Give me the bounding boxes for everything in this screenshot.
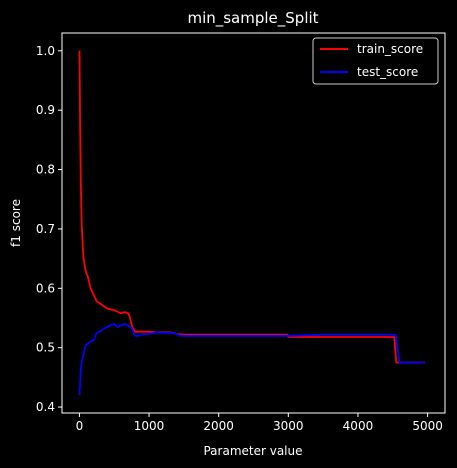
y-axis-label: f1 score bbox=[9, 199, 23, 247]
x-tick-label: 5000 bbox=[412, 419, 443, 433]
series-line-train-score bbox=[78, 50, 425, 364]
x-tick-label: 2000 bbox=[203, 419, 234, 433]
y-tick-label: 1.0 bbox=[36, 44, 55, 58]
series-line-test-score bbox=[78, 322, 425, 396]
y-tick-label: 0.9 bbox=[36, 103, 55, 117]
y-tick-label: 0.5 bbox=[36, 341, 55, 355]
y-tick-label: 0.4 bbox=[36, 400, 55, 414]
y-tick-label: 0.7 bbox=[36, 222, 55, 236]
plot-frame bbox=[61, 32, 446, 414]
x-tick-label: 3000 bbox=[273, 419, 304, 433]
y-tick-label: 0.6 bbox=[36, 281, 55, 295]
chart-title: min_sample_Split bbox=[187, 9, 318, 28]
x-axis-label: Parameter value bbox=[203, 444, 302, 458]
series-lines bbox=[78, 50, 425, 396]
y-tick-label: 0.8 bbox=[36, 163, 55, 177]
legend-label-train-score: train_score bbox=[357, 42, 423, 56]
x-tick-label: 0 bbox=[76, 419, 84, 433]
ticks: 0 1000 2000 3000 4000 5000 0.4 0.5 0.6 0.7 0.8 0.9 1… bbox=[36, 44, 443, 433]
legend: train_score test_score bbox=[312, 37, 439, 85]
legend-label-test-score: test_score bbox=[357, 65, 418, 79]
x-tick-label: 1000 bbox=[134, 419, 165, 433]
x-tick-label: 4000 bbox=[343, 419, 374, 433]
